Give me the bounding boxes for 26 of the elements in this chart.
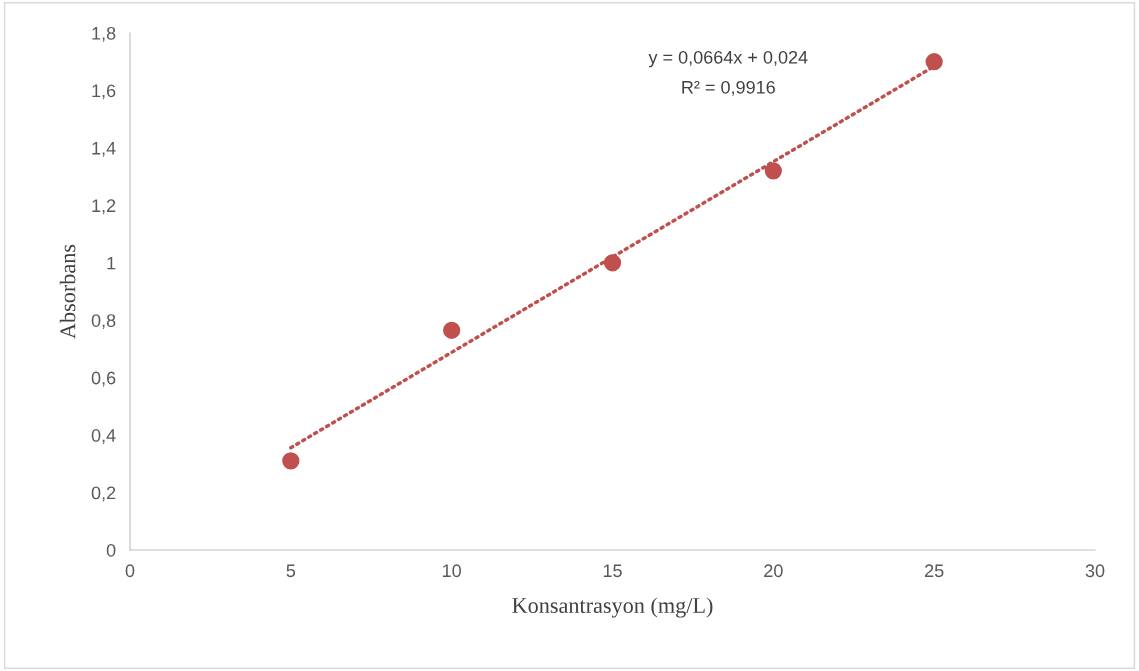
x-tick-label: 5 bbox=[286, 564, 296, 578]
point bbox=[603, 254, 622, 272]
y-tick-label: 1,8 bbox=[92, 26, 116, 42]
y-tick-label: 0 bbox=[106, 543, 116, 557]
x-tick-label: 20 bbox=[764, 564, 783, 578]
point bbox=[764, 162, 782, 180]
y-axis-title: Absorbans bbox=[59, 244, 76, 339]
x-tick-label: 15 bbox=[603, 564, 622, 578]
y-tick-label: 1,2 bbox=[92, 199, 116, 215]
point bbox=[925, 53, 943, 71]
point bbox=[282, 452, 300, 470]
x-axis-title: Konsantrasyon (mg/L) bbox=[512, 597, 713, 618]
annotation: y = 0,0664x + 0,024 bbox=[648, 50, 808, 68]
x-tick-label: 10 bbox=[443, 564, 461, 578]
y-tick-label: 1,6 bbox=[92, 84, 116, 100]
x-tick-label: 30 bbox=[1085, 564, 1105, 578]
x-tick-label: 0 bbox=[125, 564, 135, 578]
point bbox=[443, 321, 461, 339]
y-tick-label: 0,6 bbox=[91, 371, 116, 387]
y-tick-label: 1,4 bbox=[92, 142, 116, 157]
annotation: R² = 0,9916 bbox=[682, 80, 775, 96]
y-tick-label: 0,8 bbox=[91, 314, 116, 330]
x-tick-label: 25 bbox=[925, 564, 944, 578]
y-tick-label: 0,4 bbox=[91, 429, 116, 444]
y-tick-label: 1 bbox=[107, 256, 116, 270]
y-tick-label: 0,2 bbox=[91, 486, 116, 502]
